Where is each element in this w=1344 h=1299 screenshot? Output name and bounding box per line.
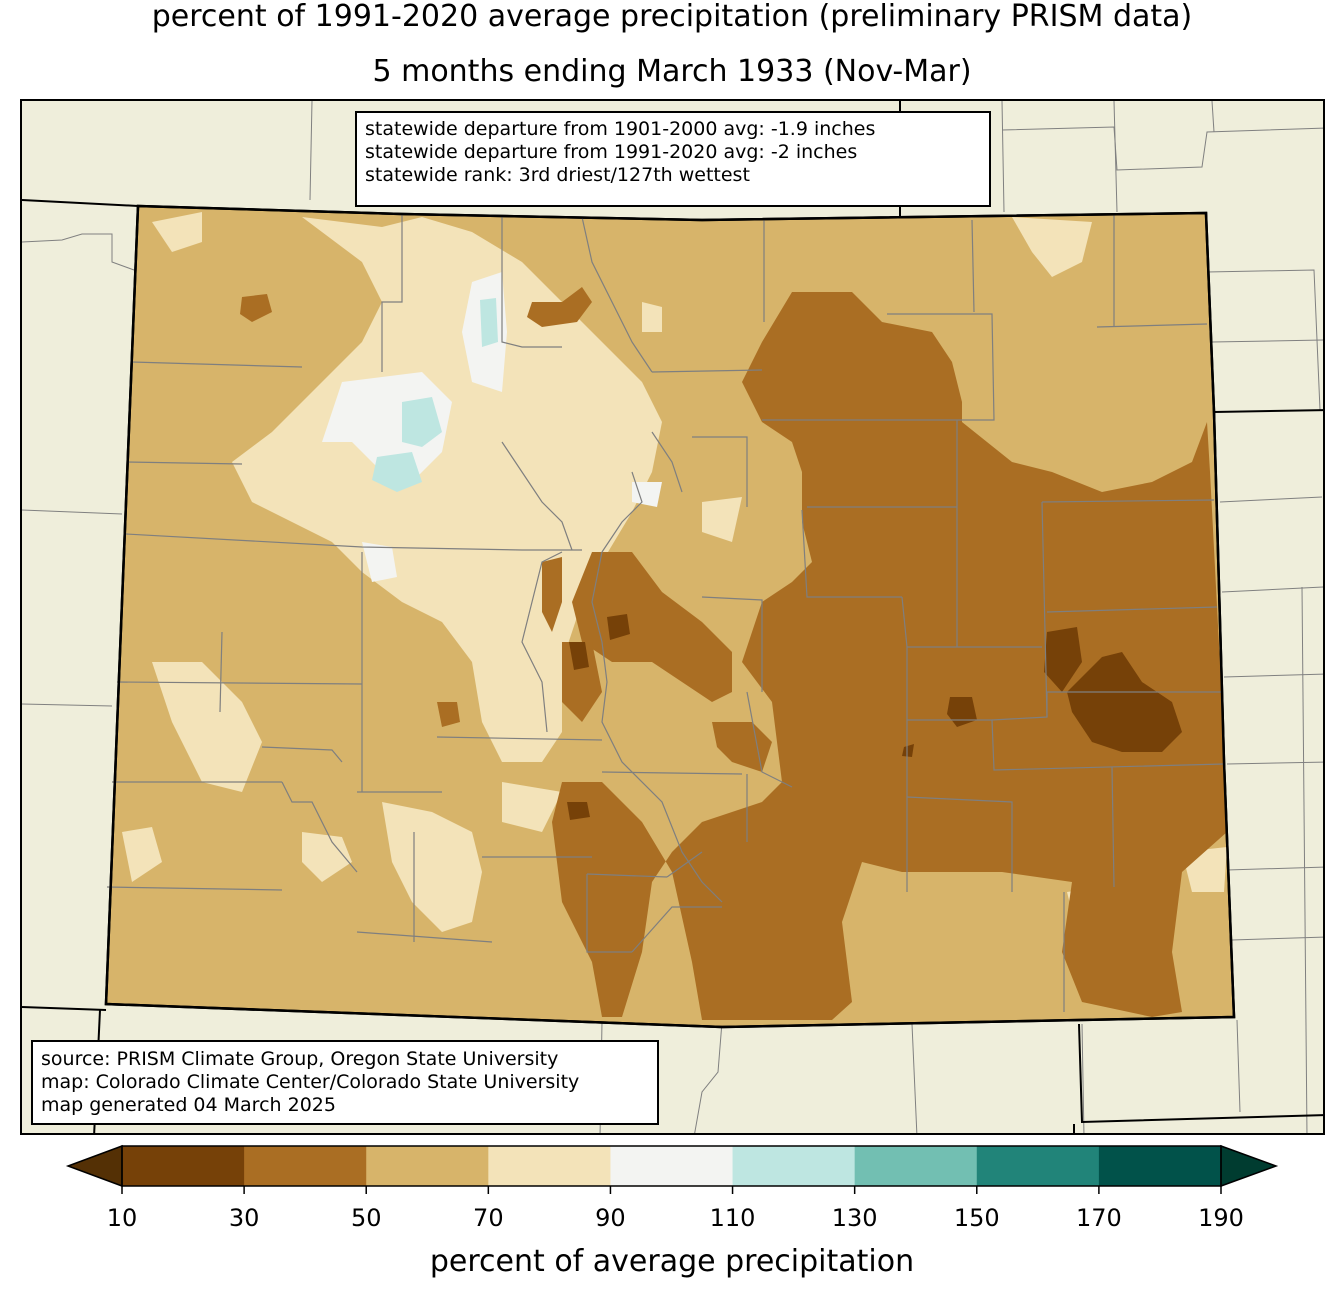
map-panel xyxy=(20,99,1325,1135)
colorbar-tick-label: 190 xyxy=(1198,1204,1244,1232)
colorbar-tick-label: 150 xyxy=(953,1204,1000,1232)
colorbar-label: percent of average precipitation xyxy=(429,1244,915,1279)
colorbar-tick-label: 70 xyxy=(473,1204,504,1232)
colorbar-tick-label: 110 xyxy=(709,1204,756,1232)
colorbar-over-arrow xyxy=(1220,1144,1279,1188)
colorbar-segment xyxy=(366,1146,489,1186)
colorbar-tick-label: 10 xyxy=(106,1204,138,1232)
credits-source: source: PRISM Climate Group, Oregon Stat… xyxy=(41,1048,559,1070)
colorbar-segment xyxy=(610,1146,734,1186)
colorbar-under-arrow xyxy=(65,1144,123,1188)
colorbar-tick-label: 90 xyxy=(595,1204,626,1232)
colorado-precip-map xyxy=(22,101,1323,1133)
colorbar-segment xyxy=(976,1146,1100,1186)
credits-generated: map generated 04 March 2025 xyxy=(41,1094,336,1116)
credits-box: source: PRISM Climate Group, Oregon Stat… xyxy=(31,1040,659,1125)
map-title-line1: percent of 1991-2020 average precipitati… xyxy=(151,0,1193,34)
stats-rank: statewide rank: 3rd driest/127th wettest xyxy=(365,164,750,186)
colorbar-segment xyxy=(1098,1146,1222,1186)
stats-departure-1991-2020: statewide departure from 1991-2020 avg: … xyxy=(365,141,858,163)
stats-departure-1901-2000: statewide departure from 1901-2000 avg: … xyxy=(365,118,876,140)
colorbar-segment xyxy=(122,1146,245,1186)
colorbar-segment xyxy=(488,1146,611,1186)
colorbar xyxy=(65,1144,1279,1194)
colorbar-tick-label: 50 xyxy=(350,1204,382,1232)
colorbar-segment xyxy=(854,1146,978,1186)
map-title-line2: 5 months ending March 1933 (Nov-Mar) xyxy=(372,54,972,89)
colorbar-tick-label: 30 xyxy=(228,1204,260,1232)
statewide-stats-box: statewide departure from 1901-2000 avg: … xyxy=(355,111,991,207)
colorbar-segment xyxy=(244,1146,367,1186)
colorbar-tick-label: 130 xyxy=(831,1204,878,1232)
colorbar-segment xyxy=(732,1146,856,1186)
colorbar-tick-label: 170 xyxy=(1075,1204,1122,1232)
credits-map: map: Colorado Climate Center/Colorado St… xyxy=(41,1071,580,1093)
